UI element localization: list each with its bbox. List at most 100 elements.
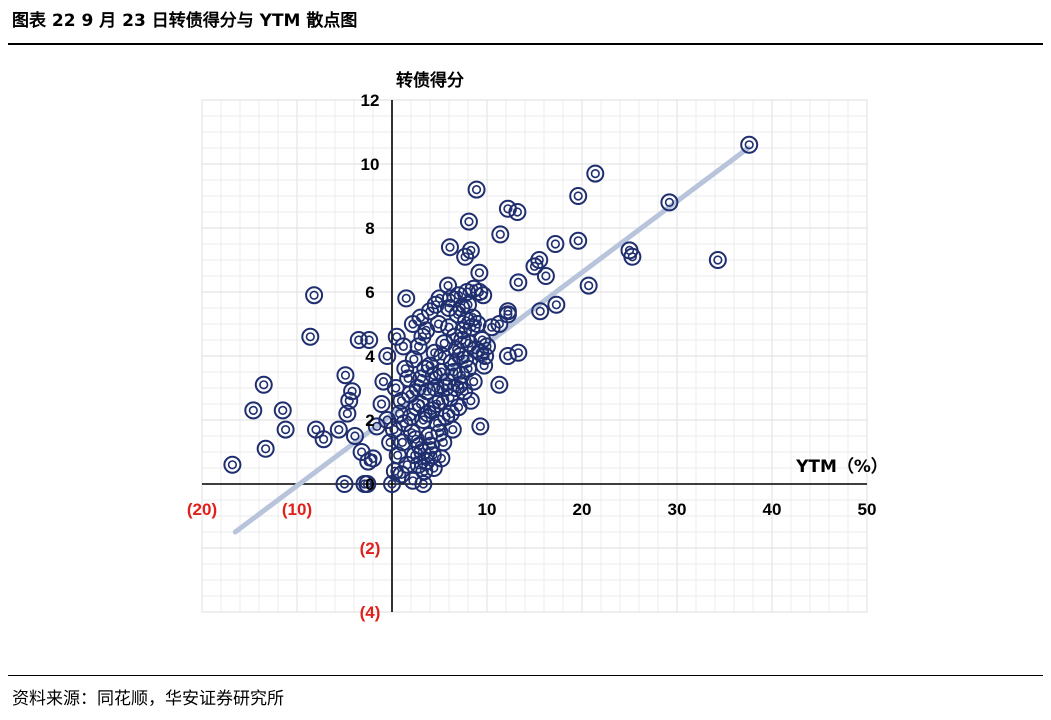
- data-point-inner: [397, 437, 408, 448]
- data-point-inner: [311, 425, 321, 435]
- data-point-outer: [374, 372, 393, 391]
- data-point-inner: [418, 479, 428, 489]
- chart-grid: [201, 99, 868, 613]
- data-point: [392, 465, 411, 484]
- data-point-outer: [392, 391, 411, 410]
- data-point-inner: [460, 354, 470, 364]
- data-point-inner: [477, 335, 487, 345]
- data-point-outer: [390, 404, 409, 423]
- data-point-inner: [457, 335, 467, 345]
- data-point-inner: [627, 252, 637, 262]
- data-point-inner: [513, 348, 523, 358]
- data-point-inner: [713, 255, 723, 265]
- data-point-outer: [421, 436, 440, 455]
- data-point-inner: [409, 354, 419, 364]
- data-point-outer: [456, 350, 475, 369]
- y-tick-label: (2): [360, 539, 381, 558]
- data-point: [491, 225, 510, 244]
- data-point: [358, 475, 377, 493]
- data-point-inner: [431, 300, 441, 310]
- data-point: [740, 135, 759, 154]
- data-point-outer: [509, 273, 528, 292]
- data-point-outer: [536, 267, 555, 285]
- data-point-inner: [376, 399, 387, 409]
- data-point: [569, 231, 588, 250]
- data-point-outer: [456, 247, 475, 266]
- data-point-inner: [227, 460, 237, 470]
- data-point-inner: [408, 319, 418, 329]
- data-point-inner: [391, 383, 401, 393]
- y-tick-label: 6: [365, 283, 374, 302]
- data-point: [244, 401, 263, 420]
- x-tick-label: 50: [858, 500, 877, 519]
- data-point-inner: [436, 453, 447, 464]
- data-point-inner: [512, 207, 523, 217]
- data-point-inner: [534, 255, 544, 265]
- data-point-outer: [338, 404, 357, 423]
- data-point-inner: [406, 412, 416, 422]
- data-point-inner: [398, 341, 409, 352]
- data-point: [546, 235, 565, 253]
- data-point-inner: [463, 364, 473, 374]
- data-point: [459, 295, 477, 314]
- data-point: [456, 350, 475, 369]
- data-point: [432, 449, 451, 468]
- data-point-outer: [393, 433, 412, 452]
- data-point: [623, 247, 642, 266]
- data-point-inner: [513, 277, 523, 288]
- data-point-outer: [336, 366, 355, 385]
- data-point-outer: [395, 414, 414, 433]
- data-point-inner: [389, 425, 399, 435]
- data-point-inner: [453, 290, 464, 300]
- data-point-inner: [439, 338, 449, 348]
- data-point-outer: [478, 337, 496, 356]
- data-point-outer: [660, 193, 679, 212]
- data-point-inner: [541, 271, 551, 281]
- source-note: 资料来源：同花顺，华安证券研究所: [12, 689, 284, 709]
- data-point-outer: [491, 225, 510, 244]
- data-point-outer: [387, 327, 406, 346]
- data-point: [579, 276, 598, 295]
- data-point-inner: [423, 409, 433, 419]
- data-point: [372, 395, 391, 413]
- data-point: [440, 238, 459, 257]
- x-axis-label: YTM（%）: [795, 456, 888, 477]
- data-point: [335, 475, 354, 493]
- data-point-inner: [415, 399, 426, 409]
- data-point-inner: [364, 335, 374, 345]
- data-point: [394, 337, 413, 356]
- data-point: [440, 299, 458, 317]
- top-rule: [8, 43, 1043, 45]
- data-point: [404, 350, 423, 369]
- data-point-inner: [443, 281, 453, 291]
- data-point-inner: [432, 399, 442, 409]
- data-point: [378, 347, 397, 365]
- data-point: [508, 203, 527, 221]
- data-point-inner: [350, 431, 360, 441]
- data-point-outer: [335, 475, 354, 493]
- data-point-outer: [414, 475, 433, 493]
- data-point-inner: [342, 409, 352, 419]
- data-point-outer: [360, 331, 379, 349]
- x-tick-label: (20): [187, 500, 217, 519]
- x-tick-label: 10: [478, 500, 497, 519]
- data-point-inner: [550, 239, 561, 249]
- data-point: [424, 366, 443, 385]
- data-point-inner: [590, 169, 600, 179]
- data-point-outer: [508, 203, 527, 221]
- data-point-inner: [744, 140, 754, 150]
- data-point-inner: [469, 377, 479, 387]
- data-point-outer: [466, 340, 485, 359]
- data-point-inner: [378, 377, 389, 387]
- y-tick-label: 0: [365, 475, 374, 494]
- data-point-inner: [466, 396, 476, 406]
- data-point-inner: [475, 421, 485, 432]
- data-point: [547, 295, 566, 314]
- data-point-inner: [417, 332, 428, 342]
- data-point-outer: [358, 475, 377, 493]
- x-tick-labels: (20) (10) 10 20 30 40 50: [187, 500, 877, 519]
- data-point-inner: [407, 428, 417, 438]
- data-point-outer: [430, 423, 449, 442]
- data-point: [254, 375, 273, 394]
- data-point-inner: [444, 303, 454, 313]
